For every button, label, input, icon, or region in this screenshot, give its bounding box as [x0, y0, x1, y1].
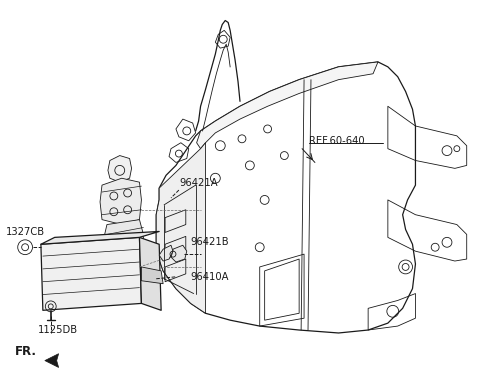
Polygon shape	[156, 143, 205, 313]
Text: 96421B: 96421B	[191, 237, 229, 247]
Text: FR.: FR.	[15, 345, 37, 358]
Text: 96410A: 96410A	[191, 272, 229, 282]
Text: 96421A: 96421A	[179, 178, 217, 188]
Polygon shape	[108, 156, 132, 182]
Polygon shape	[171, 245, 187, 262]
Polygon shape	[104, 220, 144, 254]
Polygon shape	[100, 178, 142, 225]
Polygon shape	[159, 245, 173, 261]
Polygon shape	[41, 237, 142, 310]
Polygon shape	[41, 232, 159, 244]
Polygon shape	[142, 267, 163, 284]
Polygon shape	[140, 237, 161, 310]
Text: REF.60-640: REF.60-640	[309, 136, 365, 146]
Polygon shape	[197, 62, 378, 149]
Text: 1327CB: 1327CB	[5, 227, 45, 237]
Polygon shape	[45, 354, 59, 367]
Text: 1125DB: 1125DB	[38, 325, 78, 335]
